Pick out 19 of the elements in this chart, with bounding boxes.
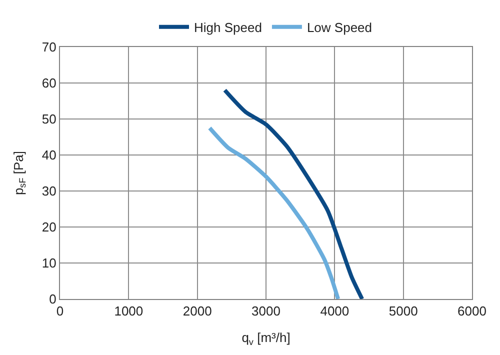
y-tick-label: 0 bbox=[49, 292, 56, 307]
x-tick-label: 3000 bbox=[252, 304, 280, 319]
legend-label: Low Speed bbox=[306, 20, 372, 35]
y-tick-label: 60 bbox=[42, 76, 56, 91]
legend-label: High Speed bbox=[194, 20, 262, 35]
y-tick-label: 20 bbox=[42, 220, 56, 235]
y-tick-label: 70 bbox=[42, 40, 56, 55]
x-tick-label: 5000 bbox=[388, 304, 418, 319]
x-axis-title: q$_{v}$ [m³/h] bbox=[242, 330, 290, 347]
x-tick-label: 1000 bbox=[114, 304, 144, 319]
y-tick-label: 50 bbox=[42, 112, 56, 127]
line-series bbox=[208, 126, 340, 299]
y-tick-label: 10 bbox=[42, 256, 56, 271]
x-tick-label: 2000 bbox=[182, 304, 212, 319]
line-series bbox=[222, 88, 364, 299]
x-tick-label: 6000 bbox=[458, 304, 486, 319]
y-tick-label: 40 bbox=[42, 148, 56, 163]
y-tick-label: 30 bbox=[42, 184, 56, 199]
x-tick-label: 4000 bbox=[320, 304, 350, 319]
